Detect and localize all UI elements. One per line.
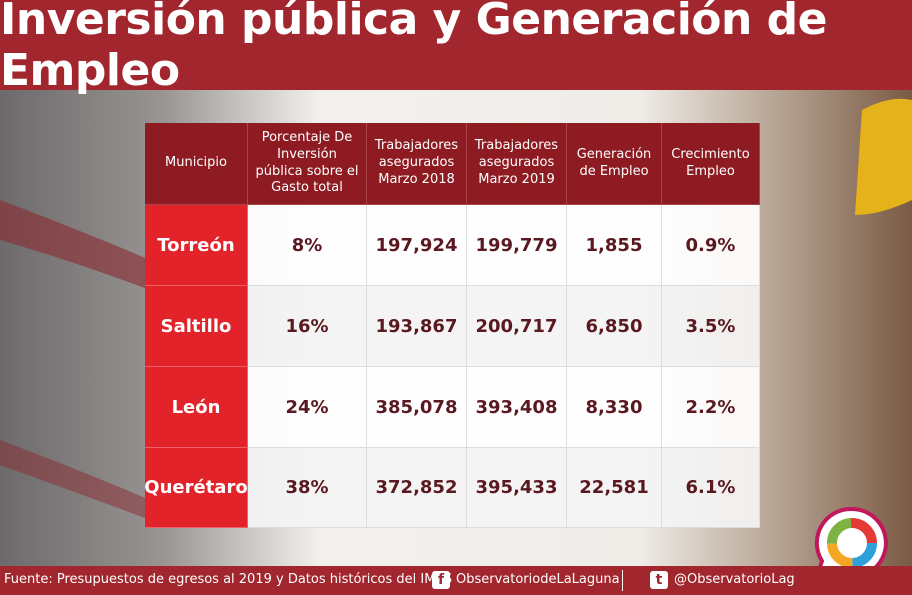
cell-value: 393,408 — [467, 367, 567, 448]
row-header: Torreón — [145, 205, 248, 286]
cell-value: 6.1% — [662, 448, 760, 528]
cell-value: 3.5% — [662, 286, 760, 367]
twitter-handle[interactable]: @ObservatorioLag — [674, 572, 795, 587]
cell-value: 200,717 — [467, 286, 567, 367]
row-header: Saltillo — [145, 286, 248, 367]
cell-value: 24% — [248, 367, 367, 448]
facebook-handle[interactable]: ObservatoriodeLaLaguna — [456, 572, 620, 587]
title: Inversión pública y Generación de Empleo — [0, 0, 828, 96]
column-header: Trabajadores asegurados Marzo 2019 — [467, 123, 567, 205]
cell-value: 16% — [248, 286, 367, 367]
title-bar: Inversión pública y Generación de Empleo — [0, 0, 912, 96]
cell-value: 8,330 — [567, 367, 662, 448]
divider — [622, 570, 623, 591]
footer: Fuente: Presupuestos de egresos al 2019 … — [0, 566, 912, 595]
column-header: Trabajadores asegurados Marzo 2018 — [367, 123, 467, 205]
column-header: Porcentaje De Inversión pública sobre el… — [248, 123, 367, 205]
facebook-icon: f — [432, 571, 450, 589]
cell-value: 197,924 — [367, 205, 467, 286]
cell-value: 385,078 — [367, 367, 467, 448]
row-header: León — [145, 367, 248, 448]
cell-value: 1,855 — [567, 205, 662, 286]
cell-value: 199,779 — [467, 205, 567, 286]
column-header: Generación de Empleo — [567, 123, 662, 205]
logo — [812, 506, 888, 583]
row-header: Querétaro — [144, 448, 248, 528]
cell-value: 8% — [248, 205, 367, 286]
cell-value: 22,581 — [567, 448, 662, 528]
data-table: Municipio Porcentaje De Inversión pública… — [144, 123, 760, 528]
cell-value: 0.9% — [662, 205, 760, 286]
cell-value: 38% — [248, 448, 367, 528]
cell-value: 2.2% — [662, 367, 760, 448]
column-header: Crecimiento Empleo — [662, 123, 760, 205]
cell-value: 372,852 — [367, 448, 467, 528]
cell-value: 6,850 — [567, 286, 662, 367]
column-header: Municipio — [145, 123, 248, 205]
source: Fuente: Presupuestos de egresos al 2019 … — [4, 572, 452, 587]
cell-value: 193,867 — [367, 286, 467, 367]
twitter-icon: t — [650, 571, 668, 589]
cell-value: 395,433 — [467, 448, 567, 528]
